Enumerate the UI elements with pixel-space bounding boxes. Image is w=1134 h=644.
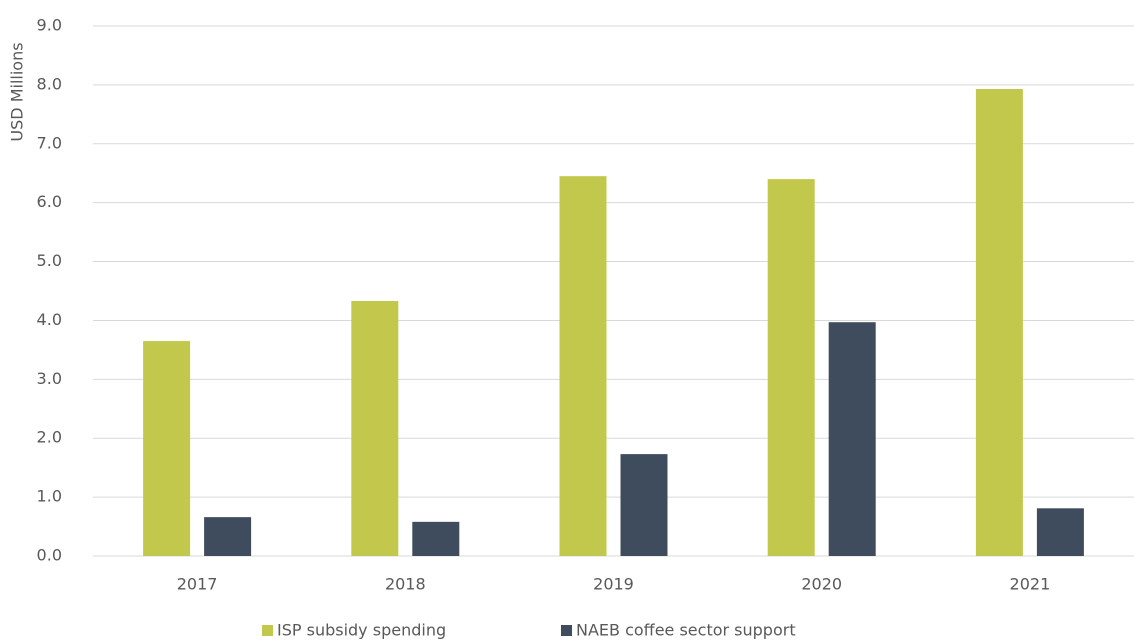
bar xyxy=(204,517,252,556)
legend-label: ISP subsidy spending xyxy=(277,621,446,640)
y-tick-label: 4.0 xyxy=(37,310,62,329)
y-tick-label: 6.0 xyxy=(37,192,62,211)
bar xyxy=(1036,508,1084,556)
bar xyxy=(975,89,1023,556)
bar xyxy=(767,179,815,556)
legend-swatch xyxy=(561,625,572,636)
y-tick-label: 5.0 xyxy=(37,251,62,270)
bar xyxy=(351,301,399,556)
x-tick-label: 2020 xyxy=(801,575,842,594)
y-tick-label: 1.0 xyxy=(37,487,62,506)
y-tick-label: 9.0 xyxy=(37,16,62,35)
bar xyxy=(620,454,668,556)
x-tick-label: 2018 xyxy=(385,575,426,594)
y-tick-label: 7.0 xyxy=(37,133,62,152)
y-tick-label: 0.0 xyxy=(37,546,62,565)
x-tick-label: 2017 xyxy=(177,575,218,594)
bar xyxy=(559,176,607,556)
legend-label: NAEB coffee sector support xyxy=(576,621,796,640)
x-tick-label: 2019 xyxy=(593,575,634,594)
legend-swatch xyxy=(262,625,273,636)
y-tick-label: 2.0 xyxy=(37,428,62,447)
y-axis-label: USD Millions xyxy=(8,42,27,141)
bar xyxy=(143,341,191,556)
bar xyxy=(412,521,460,556)
y-tick-label: 3.0 xyxy=(37,369,62,388)
x-tick-label: 2021 xyxy=(1010,575,1051,594)
bar xyxy=(828,322,876,556)
y-tick-label: 8.0 xyxy=(37,74,62,93)
